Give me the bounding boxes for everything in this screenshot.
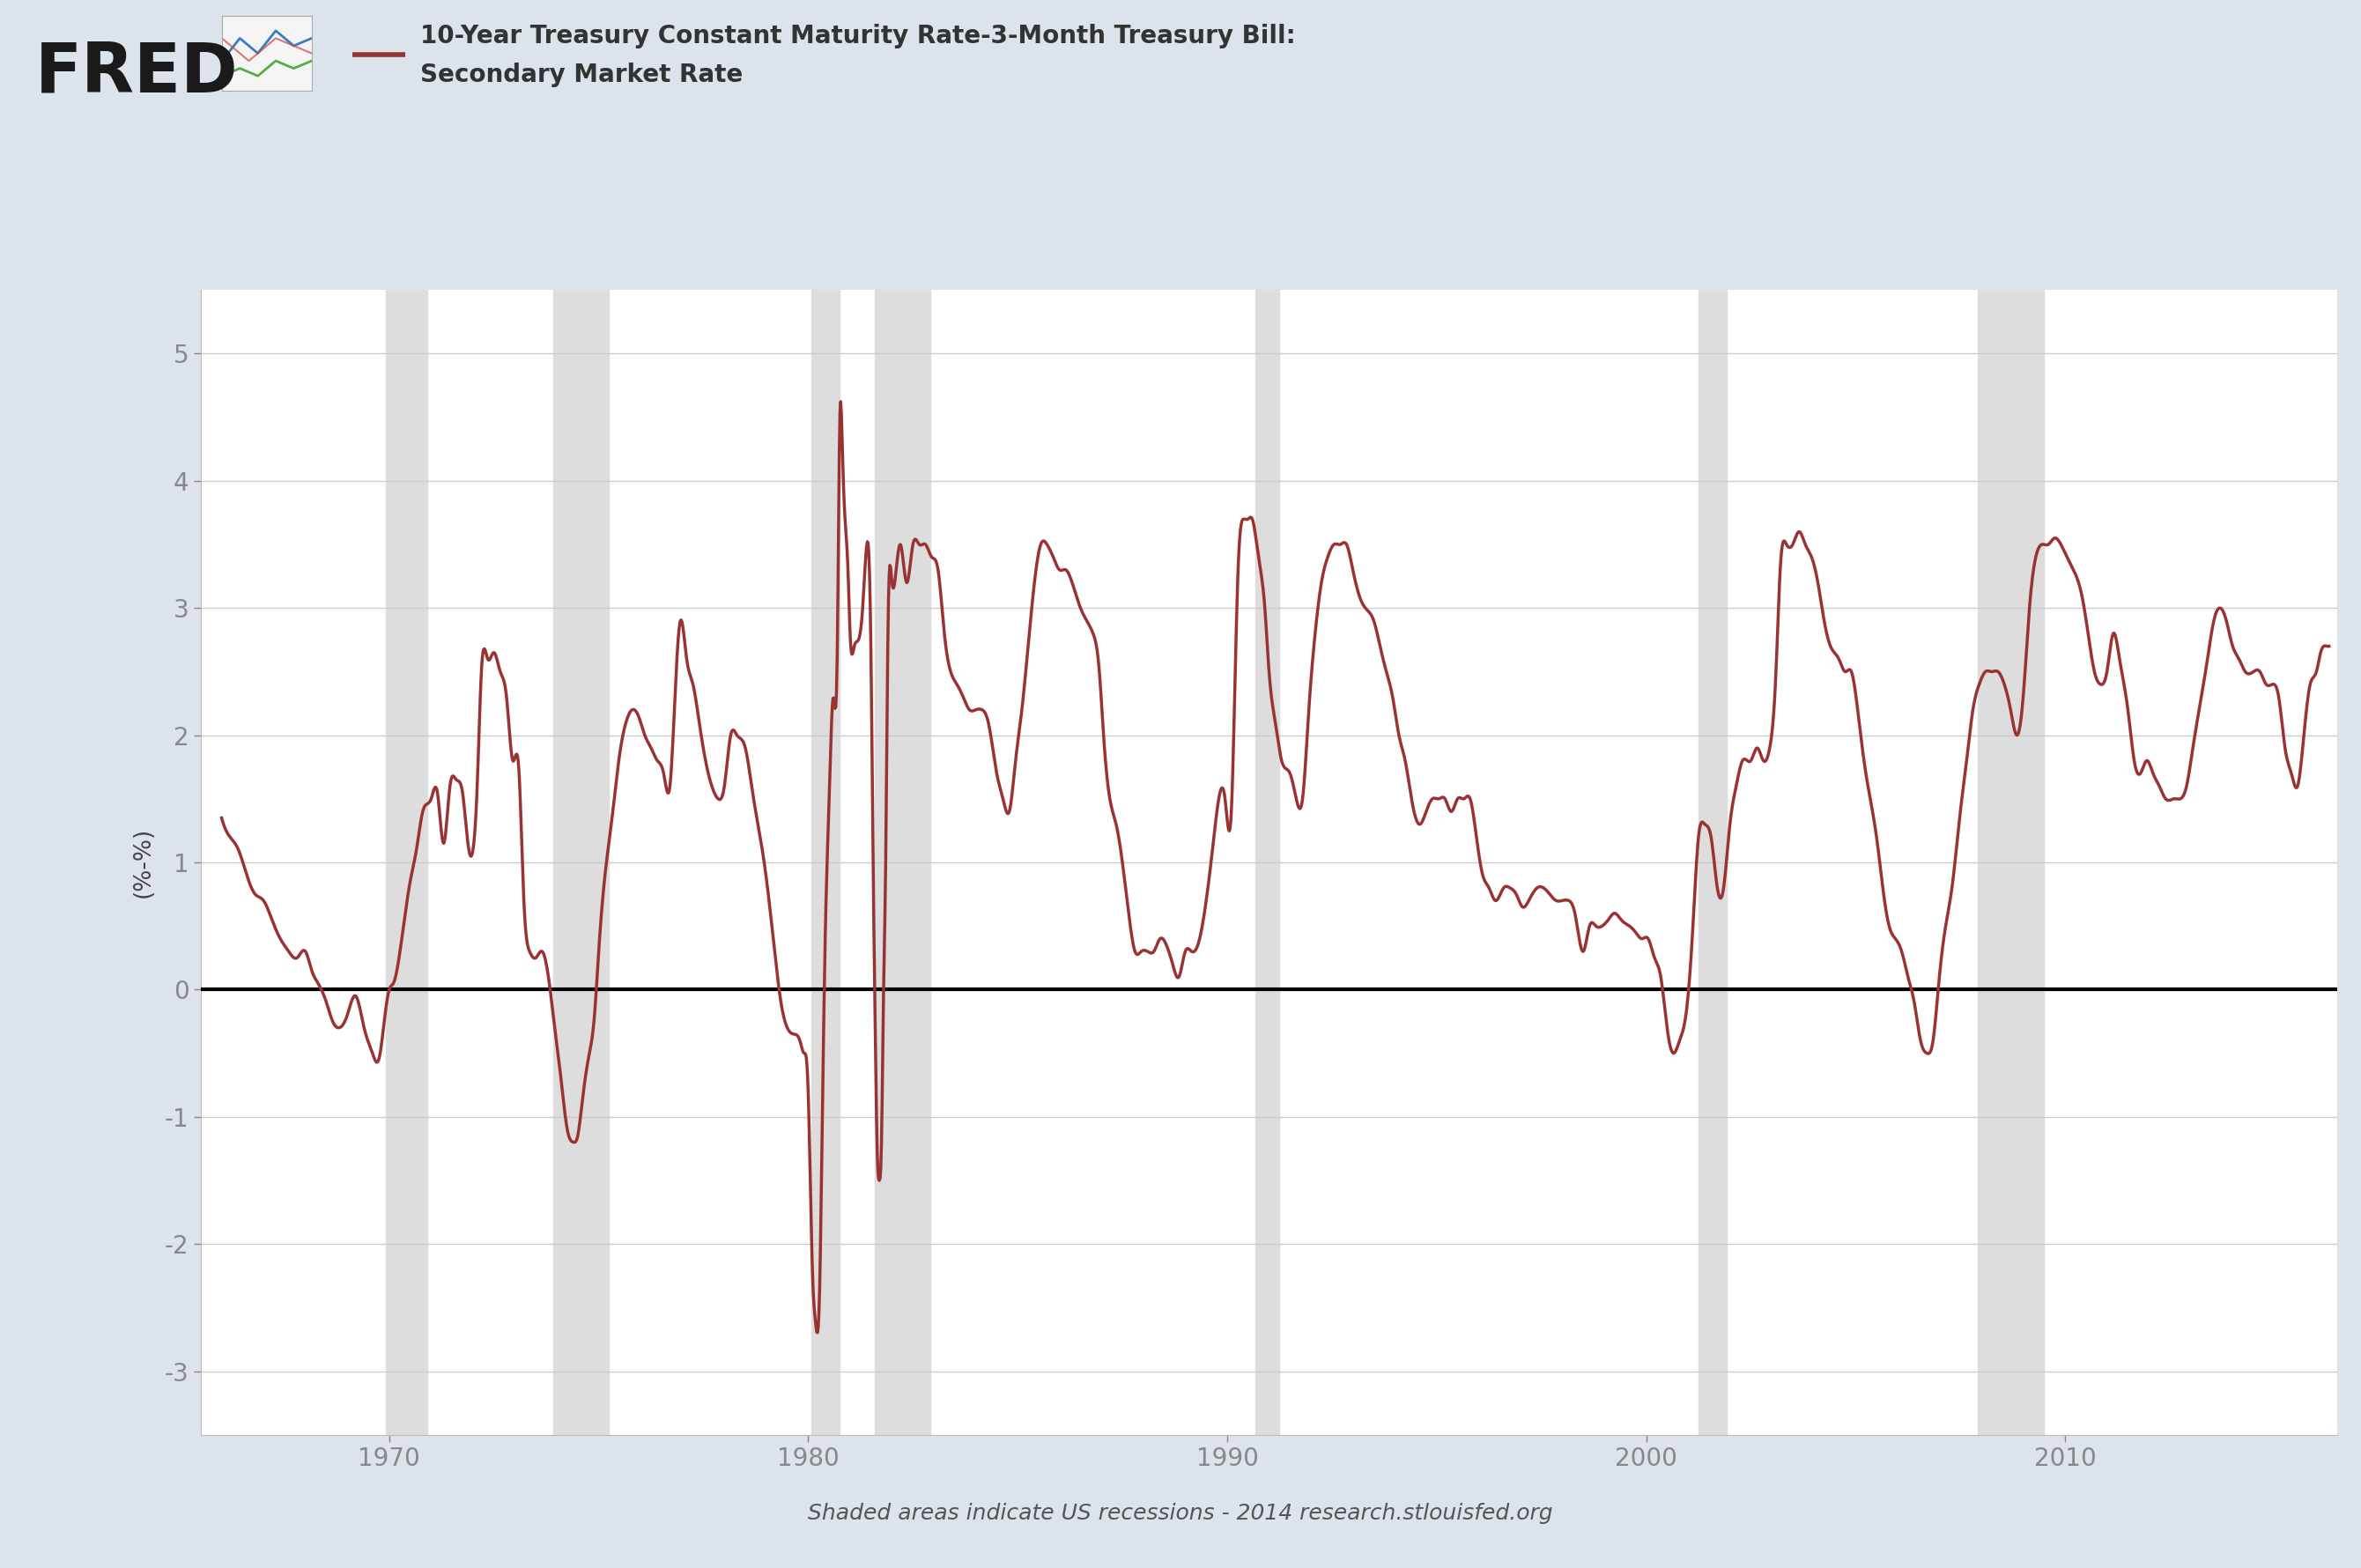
Text: Shaded areas indicate US recessions - 2014 research.stlouisfed.org: Shaded areas indicate US recessions - 20… <box>807 1504 1554 1524</box>
Bar <box>812 290 841 1435</box>
Text: 10-Year Treasury Constant Maturity Rate-3-Month Treasury Bill:: 10-Year Treasury Constant Maturity Rate-… <box>420 24 1296 49</box>
Bar <box>874 290 930 1435</box>
Y-axis label: (%-%): (%-%) <box>132 826 156 898</box>
Bar <box>1256 290 1280 1435</box>
Text: Secondary Market Rate: Secondary Market Rate <box>420 63 744 88</box>
Bar <box>385 290 427 1435</box>
Bar <box>552 290 609 1435</box>
Text: FRED: FRED <box>35 39 238 107</box>
Bar <box>1979 290 2045 1435</box>
Bar <box>1698 290 1726 1435</box>
